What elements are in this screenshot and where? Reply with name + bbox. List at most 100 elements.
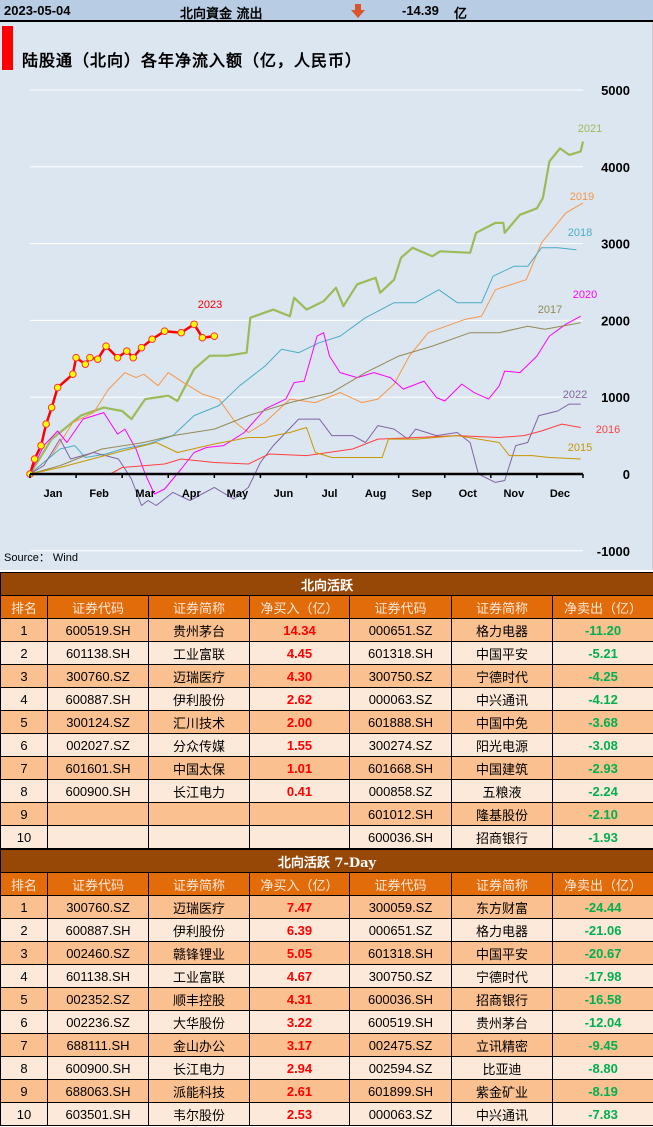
sell-code-cell: 601318.SH (349, 641, 452, 665)
sell-name-cell: 中兴通讯 (451, 1102, 553, 1126)
northbound-7day-table: 北向活跃 7-Day 排名 证券代码 证券简称 净买入（亿） 证券代码 证券简称 净卖出（亿）… (0, 849, 653, 1126)
table-row: 1 300760.SZ 迈瑞医疗 7.47 300059.SZ 东方财富 -24.44 (0, 895, 653, 919)
title-marker (2, 26, 13, 70)
y-tick-label: 2000 (601, 313, 630, 328)
net-buy-cell (249, 825, 350, 849)
table-row: 6 002027.SZ 分众传媒 1.55 300274.SZ 阳光电源 -3.08 (0, 733, 653, 757)
series-line-2016 (30, 423, 581, 475)
series-line-2022 (29, 403, 581, 506)
table-row: 10 600036.SH 招商银行 -1.93 (0, 825, 653, 849)
net-sell-cell: -21.06 (551, 918, 653, 942)
series-label-2023: 2023 (198, 299, 222, 311)
series-line-2015 (29, 427, 581, 475)
buy-name-cell: 中国太保 (148, 756, 250, 780)
buy-code-cell: 600887.SH (47, 687, 149, 711)
sell-code-cell: 300750.SZ (349, 964, 452, 988)
column-header: 证券简称 (148, 872, 250, 896)
x-tick-label: Sep (412, 488, 432, 500)
sell-name-cell: 立讯精密 (451, 1033, 553, 1057)
net-buy-cell: 3.17 (249, 1033, 350, 1057)
data-point-2023 (137, 343, 146, 352)
x-tick-label: Jun (274, 488, 294, 500)
buy-code-cell: 688063.SH (47, 1079, 149, 1103)
table-title: 北向活跃 7-Day (0, 849, 653, 873)
column-header: 证券简称 (451, 595, 553, 619)
sell-code-cell: 600036.SH (349, 987, 452, 1011)
sell-name-cell: 阳光电源 (451, 733, 553, 757)
series-line-2021 (29, 141, 585, 475)
column-header: 证券代码 (349, 872, 452, 896)
buy-code-cell (47, 802, 149, 826)
x-tick-label: Aug (365, 488, 386, 500)
table-row: 2 600887.SH 伊利股份 6.39 000651.SZ 格力电器 -21.06 (0, 918, 653, 942)
series-label-2018: 2018 (568, 227, 592, 239)
buy-code-cell: 601138.SH (47, 641, 149, 665)
buy-code-cell: 002352.SZ (47, 987, 149, 1011)
buy-code-cell: 002236.SZ (47, 1010, 149, 1034)
table-row: 8 600900.SH 长江电力 0.41 000858.SZ 五粮液 -2.24 (0, 779, 653, 803)
buy-code-cell: 603501.SH (47, 1102, 149, 1126)
series-label-2020: 2020 (573, 289, 597, 301)
data-point-2023 (86, 353, 94, 362)
net-sell-cell: -24.44 (551, 895, 653, 919)
sell-code-cell: 601318.SH (349, 941, 452, 965)
buy-code-cell: 002460.SZ (47, 941, 149, 965)
buy-code-cell: 688111.SH (47, 1033, 149, 1057)
net-sell-cell: -5.21 (551, 641, 653, 665)
table-row: 10 603501.SH 韦尔股份 2.53 000063.SZ 中兴通讯 -7.83 (0, 1102, 653, 1126)
sell-name-cell: 五粮液 (451, 779, 553, 803)
buy-name-cell: 派能科技 (148, 1079, 250, 1103)
rank-cell: 5 (0, 710, 48, 734)
buy-code-cell: 601138.SH (47, 964, 149, 988)
y-tick-label: 1000 (601, 390, 630, 405)
net-buy-cell: 1.55 (249, 733, 350, 757)
buy-name-cell: 赣锋锂业 (148, 941, 250, 965)
series-label-2017: 2017 (538, 304, 562, 316)
column-header: 证券简称 (148, 595, 250, 619)
sell-code-cell: 002475.SZ (349, 1033, 452, 1057)
sell-name-cell: 中国建筑 (451, 756, 553, 780)
data-point-2023 (148, 335, 156, 344)
net-buy-cell: 7.47 (249, 895, 350, 919)
x-tick-label: Mar (135, 488, 155, 500)
table-row: 4 600887.SH 伊利股份 2.62 000063.SZ 中兴通讯 -4.12 (0, 687, 653, 711)
table-row: 6 002236.SZ 大华股份 3.22 600519.SH 贵州茅台 -12.04 (0, 1010, 653, 1034)
sell-code-cell: 601668.SH (349, 756, 452, 780)
x-tick-label: Jul (322, 488, 338, 500)
net-sell-cell: -8.19 (551, 1079, 653, 1103)
data-point-2023 (53, 383, 62, 392)
data-point-2023 (190, 320, 198, 329)
data-point-2023 (122, 347, 131, 355)
table-row: 5 002352.SZ 顺丰控股 4.31 600036.SH 招商银行 -16.58 (0, 987, 653, 1011)
series-line-2018 (29, 247, 577, 475)
status-bar: 2023-05-04 北向資金 流出 -14.39 亿 (0, 0, 653, 22)
rank-cell: 6 (0, 733, 48, 757)
sell-code-cell: 300274.SZ (349, 733, 452, 757)
buy-name-cell: 工业富联 (148, 641, 250, 665)
buy-code-cell: 600519.SH (47, 618, 149, 642)
series-line-2019 (29, 202, 584, 475)
y-tick-label: 0 (623, 467, 630, 482)
rank-cell: 9 (0, 802, 48, 826)
rank-cell: 1 (0, 895, 48, 919)
sell-code-cell: 002594.SZ (349, 1056, 452, 1080)
y-tick-label: 5000 (601, 83, 630, 98)
column-header: 排名 (0, 595, 48, 619)
rank-cell: 7 (0, 1033, 48, 1057)
net-buy-cell: 1.01 (249, 756, 350, 780)
sell-name-cell: 比亚迪 (451, 1056, 553, 1080)
data-point-2023 (72, 353, 80, 362)
data-point-2023 (113, 353, 122, 362)
rank-cell: 8 (0, 779, 48, 803)
data-point-2023 (198, 333, 207, 342)
rank-cell: 8 (0, 1056, 48, 1080)
buy-name-cell: 长江电力 (148, 1056, 250, 1080)
net-sell-cell: -2.93 (551, 756, 653, 780)
buy-name-cell: 工业富联 (148, 964, 250, 988)
column-header: 排名 (0, 872, 48, 896)
data-point-2023 (210, 332, 219, 340)
series-label-2022: 2022 (563, 389, 587, 401)
data-point-2023 (47, 403, 56, 412)
series-label-2019: 2019 (570, 191, 594, 203)
sell-name-cell: 隆基股份 (451, 802, 553, 826)
